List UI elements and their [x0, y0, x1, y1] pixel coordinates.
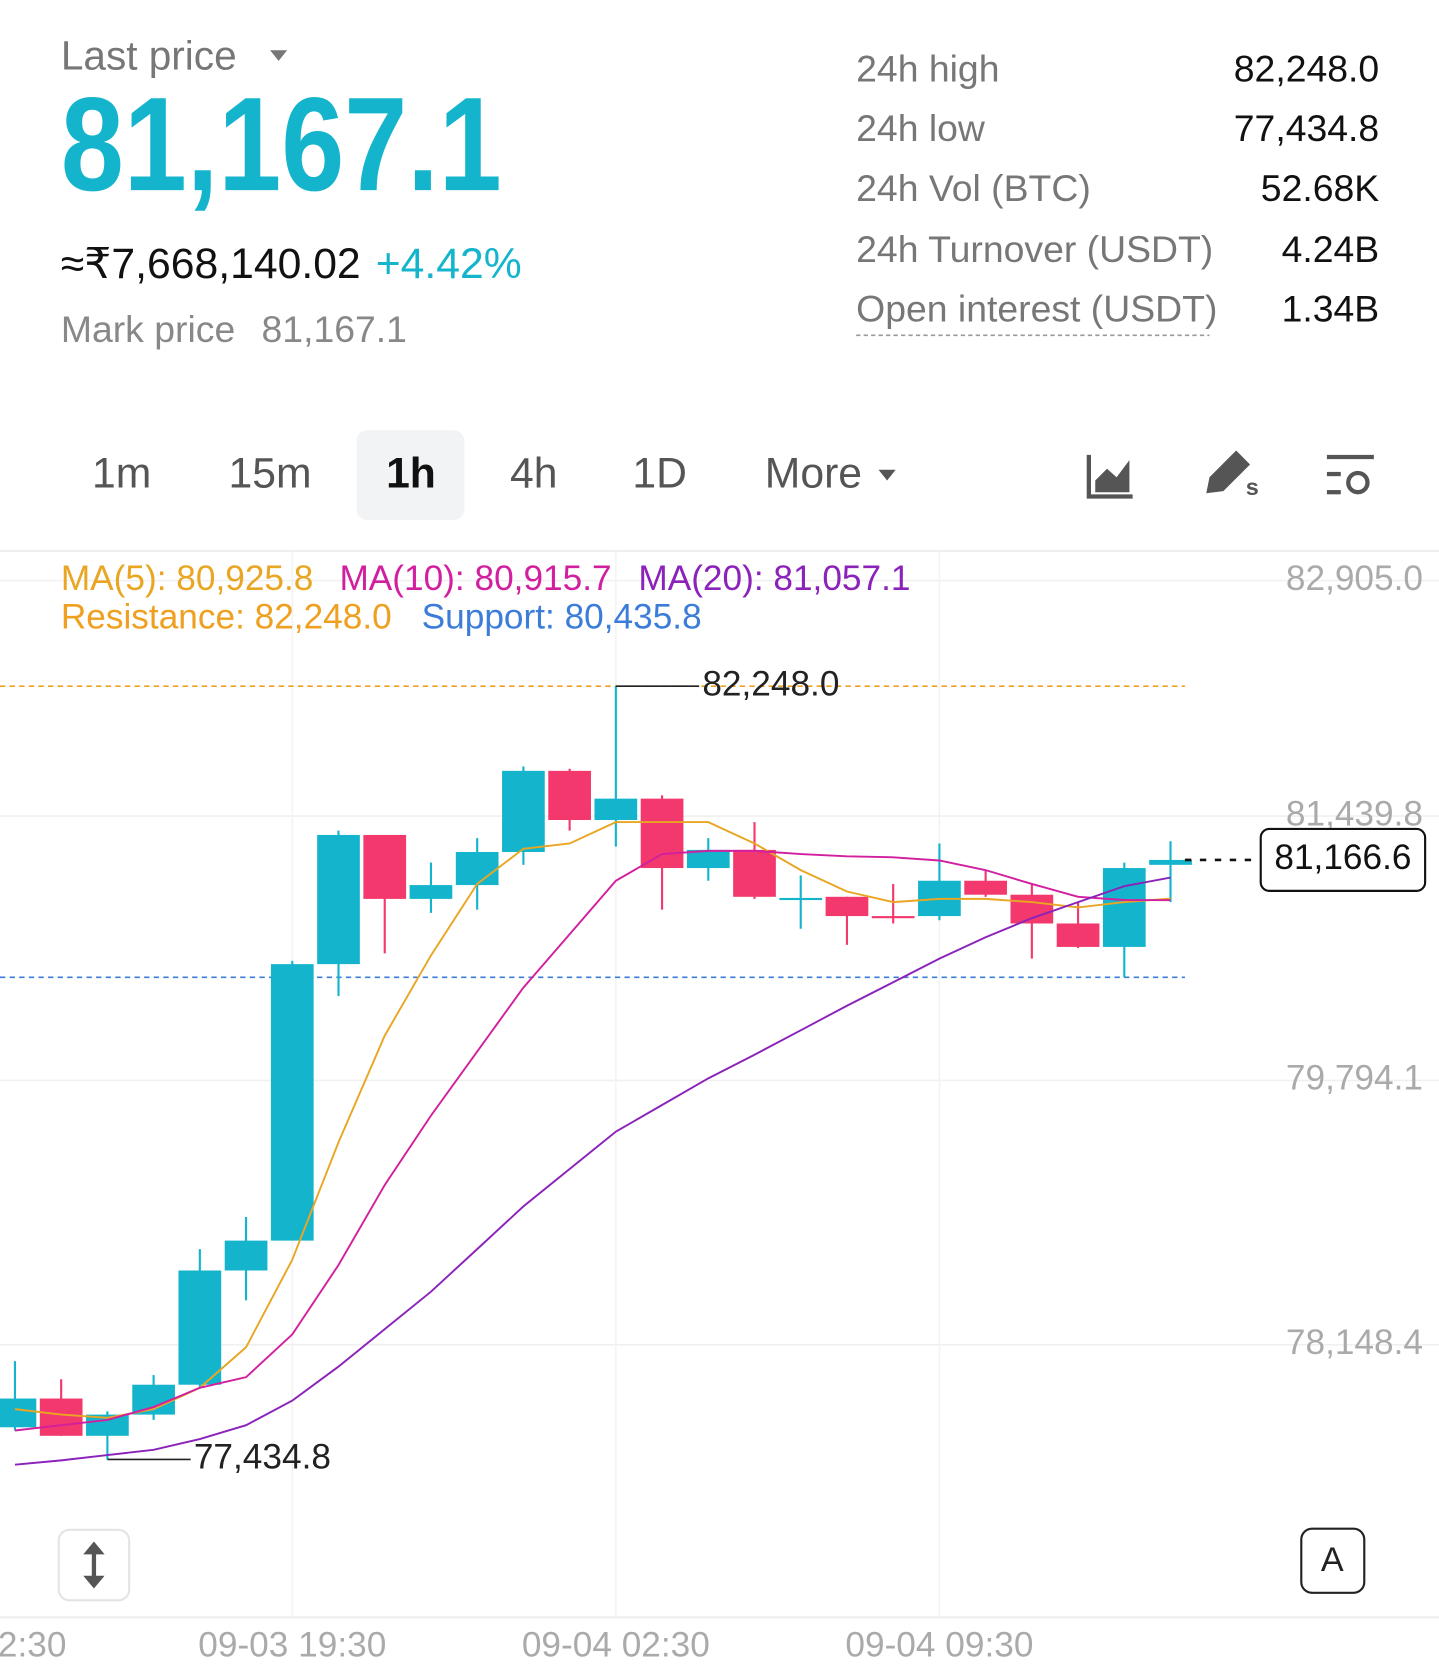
candle-body	[455, 851, 499, 886]
y-tick-label: 81,439.8	[1286, 794, 1423, 833]
stats: 24h high 82,248.0 24h low 77,434.8 24h Vol (…	[856, 47, 1379, 329]
y-tick-label: 82,905.0	[1286, 559, 1423, 598]
candle-body	[964, 880, 1007, 895]
stat-value: 1.34B	[1282, 288, 1380, 330]
candle-body	[363, 834, 407, 899]
timeframe-tab[interactable]: 1h	[386, 449, 436, 497]
ma-legend: MA(5): 80,925.8	[61, 559, 314, 598]
x-tick-label: 09-04 09:30	[845, 1626, 1033, 1665]
candle-body	[1056, 923, 1100, 947]
stat-value: 77,434.8	[1234, 107, 1379, 149]
candle-body	[548, 770, 591, 821]
price-change: +4.42%	[376, 240, 522, 288]
last-price-label[interactable]: Last price	[61, 33, 237, 79]
stat-label: 24h Vol (BTC)	[856, 167, 1091, 209]
auto-scale-button[interactable]: A	[1300, 1527, 1366, 1594]
scale-toggle-button[interactable]	[57, 1528, 131, 1602]
chart-type-icon[interactable]	[1086, 454, 1133, 499]
candle-body	[825, 896, 869, 917]
candle-body	[871, 916, 915, 919]
candle-body	[1149, 859, 1192, 865]
stat-label: Open interest (USDT)	[856, 288, 1217, 330]
candle-body	[132, 1384, 175, 1415]
candle-body	[178, 1270, 222, 1385]
ma-line	[14, 876, 1171, 1466]
stat-label: 24h high	[856, 47, 999, 89]
draw-tool-icon[interactable]: s	[1206, 450, 1259, 501]
ma-line	[14, 821, 1171, 1419]
stat-label: 24h Turnover (USDT)	[856, 228, 1213, 270]
level-legend: Support: 80,435.8	[422, 598, 702, 637]
x-tick-label: 09-04 02:30	[522, 1626, 710, 1665]
draw-icon-sub: s	[1246, 474, 1259, 500]
candle-body	[39, 1398, 83, 1436]
candle-body	[409, 885, 453, 899]
more-arrow[interactable]	[878, 469, 896, 481]
x-tick-label: 09-03 19:30	[198, 1626, 386, 1665]
stat-value: 4.24B	[1282, 228, 1380, 270]
timeframe-tab[interactable]: 15m	[229, 449, 312, 497]
auto-scale-label: A	[1321, 1541, 1344, 1579]
chart: 82,905.0 81,439.8 79,794.1 78,148.4 09-03 19…	[0, 550, 1439, 1665]
stat-value: 82,248.0	[1234, 47, 1379, 89]
last-price: 81,167.1	[61, 70, 502, 219]
candle-body	[779, 897, 823, 901]
candle-body	[502, 770, 545, 852]
level-legend: Resistance: 82,248.0	[61, 598, 392, 637]
x-tick-label: 2:30	[0, 1626, 66, 1665]
timeframe-tab[interactable]: 4h	[510, 449, 557, 497]
mark-price: 81,167.1	[262, 308, 407, 350]
ma-line	[14, 849, 1171, 1432]
y-tick-label: 78,148.4	[1286, 1323, 1423, 1362]
candle-body	[640, 798, 684, 869]
timeframe-tab[interactable]: More	[765, 449, 862, 497]
candle-body	[0, 1398, 37, 1428]
extreme-label: 77,434.8	[194, 1438, 331, 1477]
last-price-box	[1259, 827, 1427, 892]
mark-price-label: Mark price	[61, 308, 235, 350]
inr-price: ≈₹7,668,140.02	[61, 240, 361, 288]
candle-body	[270, 964, 314, 1241]
last-price-label: 81,166.6	[1274, 838, 1411, 877]
candle-body	[1102, 868, 1146, 947]
candle-body	[594, 798, 638, 821]
stat-label: 24h low	[856, 107, 986, 149]
candle-body	[733, 849, 776, 897]
active-tab-bg	[356, 430, 465, 520]
candle-body	[686, 849, 730, 869]
stat-value: 52.68K	[1261, 167, 1379, 209]
ma-legend: MA(20): 81,057.1	[638, 559, 910, 598]
candle-body	[86, 1414, 129, 1436]
timeframe-tab[interactable]: 1D	[632, 449, 687, 497]
extreme-label: 82,248.0	[702, 664, 839, 703]
timeframe-tab[interactable]: 1m	[92, 449, 151, 497]
dropdown-arrow[interactable]	[270, 50, 288, 61]
y-tick-label: 79,794.1	[1286, 1059, 1423, 1098]
candle-body	[224, 1240, 268, 1271]
ma-legend: MA(10): 80,915.7	[339, 559, 611, 598]
candle-body	[317, 834, 360, 965]
settings-icon[interactable]	[1326, 454, 1374, 495]
timeframe-tabs: 1m 15m 1h 4h 1D More	[92, 449, 862, 497]
